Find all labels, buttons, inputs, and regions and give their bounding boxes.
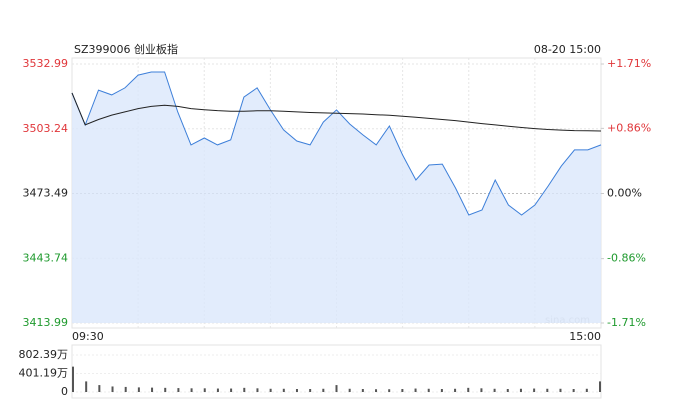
volume-bar <box>375 389 378 392</box>
volume-bar <box>467 387 470 392</box>
chart-title: SZ399006 创业板指 <box>74 42 178 56</box>
volume-bar <box>322 388 325 392</box>
volume-bar <box>269 388 272 392</box>
y-tick-label: 802.39万 <box>19 348 69 361</box>
x-tick-label: 09:30 <box>72 330 104 343</box>
volume-bar <box>190 388 193 392</box>
volume-bar <box>124 386 127 392</box>
volume-bar <box>85 381 88 392</box>
price-area <box>72 72 601 323</box>
y-tick-label: 3443.74 <box>23 251 69 264</box>
y-tick-label: 3473.49 <box>23 187 69 200</box>
y-tick-label: 0 <box>61 385 68 398</box>
volume-bar <box>480 388 483 392</box>
y2-tick-label: +1.71% <box>607 57 651 70</box>
volume-bar <box>137 387 140 392</box>
y2-tick-label: -1.71% <box>607 316 646 329</box>
volume-bar <box>454 388 457 392</box>
volume-bar <box>230 388 233 392</box>
volume-bar <box>559 388 562 392</box>
x-tick-label: 15:00 <box>569 330 601 343</box>
volume-bar <box>309 389 312 392</box>
volume-bar <box>585 388 588 392</box>
volume-bar <box>243 387 246 392</box>
y2-tick-label: 0.00% <box>607 187 642 200</box>
volume-bar <box>361 389 364 392</box>
volume-bar <box>256 388 259 392</box>
volume-bar <box>533 388 536 392</box>
volume-bar <box>506 389 509 392</box>
y2-tick-label: -0.86% <box>607 252 646 265</box>
volume-bar <box>348 388 351 392</box>
volume-bar <box>572 389 575 392</box>
volume-bar <box>493 388 496 392</box>
volume-bar <box>519 388 522 392</box>
volume-bar <box>72 366 74 392</box>
y-tick-label: 3413.99 <box>23 316 69 329</box>
volume-bar <box>282 388 285 392</box>
y-tick-label: 3532.99 <box>23 57 69 70</box>
price-line <box>71 71 602 216</box>
volume-bar <box>203 388 206 392</box>
volume-bar <box>335 385 338 392</box>
volume-bar <box>151 387 154 392</box>
volume-bar <box>98 385 101 392</box>
y2-tick-label: +0.86% <box>607 121 651 134</box>
average-line <box>71 92 602 132</box>
volume-bar <box>111 386 114 392</box>
volume-bar <box>216 388 219 392</box>
volume-bar <box>401 389 404 392</box>
volume-bar <box>177 388 180 392</box>
volume-bar <box>599 381 601 392</box>
volume-bar <box>546 388 549 392</box>
volume-bar <box>414 388 417 392</box>
timestamp: 08-20 15:00 <box>534 43 601 56</box>
volume-bar <box>427 388 430 392</box>
y-tick-label: 3503.24 <box>23 122 69 135</box>
y-tick-label: 401.19万 <box>19 367 69 380</box>
volume-bar <box>388 389 391 392</box>
volume-bar <box>164 387 167 392</box>
volume-bar <box>440 389 443 392</box>
volume-bar <box>295 389 298 392</box>
